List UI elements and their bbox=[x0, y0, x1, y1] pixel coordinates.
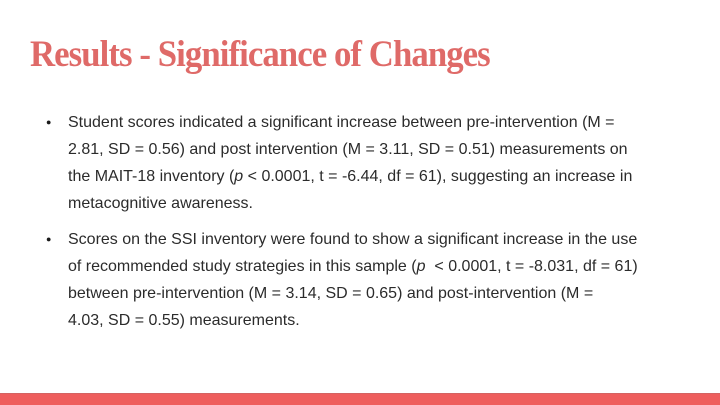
bullet-2-line-2-post: < 0.0001, t = -8.031, df = 61) bbox=[425, 258, 638, 275]
accent-bottom-bar bbox=[0, 393, 720, 405]
bullet-marker: ● bbox=[46, 234, 52, 244]
bullet-marker: ● bbox=[46, 117, 52, 127]
bullet-1-line-4: metacognitive awareness. bbox=[68, 195, 253, 212]
slide-body: ● Student scores indicated a significant… bbox=[46, 109, 706, 343]
bullet-text-2: Scores on the SSI inventory were found t… bbox=[68, 226, 706, 334]
bullet-2-line-3: between pre-intervention (M = 3.14, SD =… bbox=[68, 285, 594, 302]
bullet-1-line-2: 2.81, SD = 0.56) and post intervention (… bbox=[68, 141, 628, 158]
bullet-item-2: ● Scores on the SSI inventory were found… bbox=[46, 226, 706, 334]
stat-symbol-p: p bbox=[234, 168, 244, 185]
bullet-1-line-3-pre: the MAIT-18 inventory ( bbox=[68, 168, 235, 185]
bullet-2-line-2-pre: of recommended study strategies in this … bbox=[68, 258, 417, 275]
bullet-2-line-2: of recommended study strategies in this … bbox=[68, 253, 706, 280]
bullet-1-line-1: Student scores indicated a significant i… bbox=[68, 114, 615, 131]
bullet-2-line-1: Scores on the SSI inventory were found t… bbox=[68, 231, 638, 248]
bullet-1-line-3: the MAIT-18 inventory (p < 0.0001, t = -… bbox=[68, 163, 706, 190]
stat-symbol-p: p bbox=[416, 258, 426, 275]
bullet-2-line-4: 4.03, SD = 0.55) measurements. bbox=[68, 312, 300, 329]
bullet-item-1: ● Student scores indicated a significant… bbox=[46, 109, 706, 217]
slide-title: Results - Significance of Changes bbox=[30, 34, 491, 75]
bullet-text-1: Student scores indicated a significant i… bbox=[68, 109, 706, 217]
bullet-1-line-3-post: < 0.0001, t = -6.44, df = 61), suggestin… bbox=[243, 168, 633, 185]
